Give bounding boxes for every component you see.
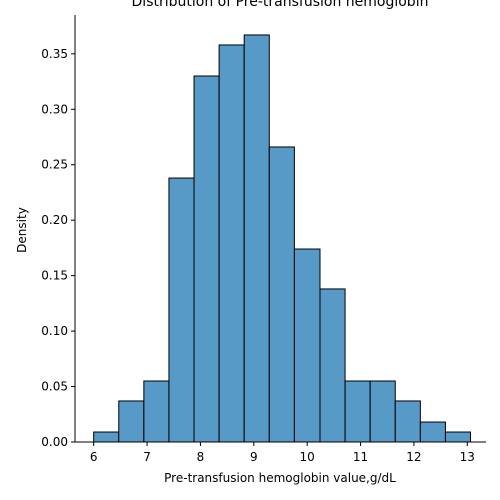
histogram-bar-0 bbox=[93, 431, 120, 443]
y-tick-label: 0.05 bbox=[41, 380, 68, 394]
histogram-bar-4 bbox=[193, 75, 220, 443]
histogram-bar-12 bbox=[394, 400, 421, 443]
y-axis-label: Density bbox=[15, 207, 29, 253]
histogram-bar-8 bbox=[293, 248, 321, 443]
x-tick-label: 10 bbox=[300, 450, 315, 464]
y-tick-label: 0.00 bbox=[41, 435, 68, 449]
histogram-bar-5 bbox=[218, 44, 245, 443]
histogram-bar-11 bbox=[369, 380, 396, 443]
x-tick-label: 6 bbox=[90, 450, 98, 464]
x-tick-label: 12 bbox=[406, 450, 421, 464]
x-tick-label: 13 bbox=[460, 450, 475, 464]
histogram-bar-14 bbox=[444, 431, 472, 443]
x-tick-label: 7 bbox=[143, 450, 151, 464]
y-tick-label: 0.10 bbox=[41, 324, 68, 338]
y-tick-label: 0.35 bbox=[41, 47, 68, 61]
histogram-bar-1 bbox=[118, 400, 145, 443]
y-tick-label: 0.20 bbox=[41, 213, 68, 227]
histogram-bar-9 bbox=[319, 288, 346, 443]
histogram-bar-3 bbox=[168, 177, 195, 443]
x-tick-label: 9 bbox=[250, 450, 258, 464]
axes-group: 6 7 8 9 10 11 12 13 0.00 0.05 0.10 0.15 0.20 0.25 0.30… bbox=[41, 15, 486, 464]
y-tick-label: 0.30 bbox=[41, 102, 68, 116]
y-tick-label: 0.15 bbox=[41, 269, 68, 283]
y-tick-label: 0.25 bbox=[41, 158, 68, 172]
histogram-bar-13 bbox=[419, 421, 446, 443]
histogram-bar-10 bbox=[344, 380, 371, 443]
chart-title: Distribution of Pre-transfusion hemoglob… bbox=[132, 0, 429, 10]
x-axis-label: Pre-transfusion hemoglobin value,g/dL bbox=[164, 471, 396, 485]
histogram-bar-2 bbox=[143, 380, 170, 443]
histogram-bar-7 bbox=[268, 146, 295, 443]
x-tick-label: 8 bbox=[197, 450, 205, 464]
x-tick-label: 11 bbox=[353, 450, 368, 464]
histogram-bar-6 bbox=[243, 34, 270, 443]
bars-group bbox=[93, 34, 472, 443]
